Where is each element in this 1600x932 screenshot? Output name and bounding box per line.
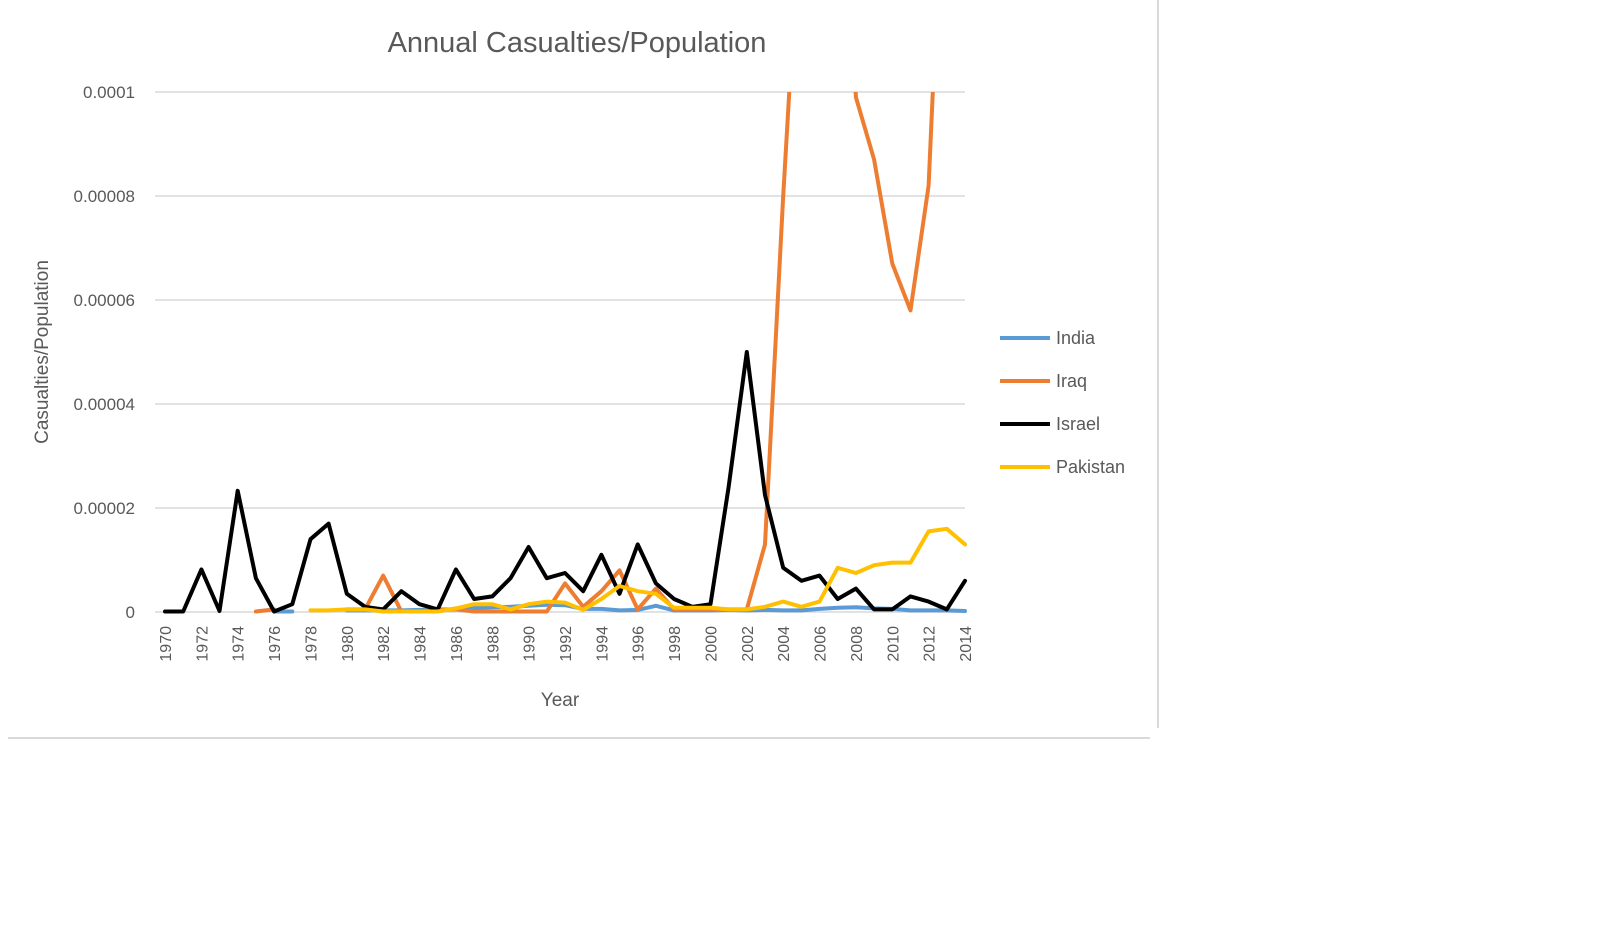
y-axis-ticks: 0 0.00002 0.00004 0.00006 0.00008 0.0001: [74, 83, 135, 622]
x-tick-label: 1970: [158, 626, 175, 662]
x-tick-label: 2010: [885, 626, 902, 662]
x-tick-label: 2008: [849, 626, 866, 662]
x-tick-label: 1992: [558, 626, 575, 662]
series-line-pakistan: [308, 526, 967, 614]
series-lines: [163, 92, 967, 614]
x-axis-label: Year: [541, 690, 580, 711]
y-axis-label: Casualties/Population: [32, 260, 53, 444]
x-tick-label: 2006: [813, 626, 830, 662]
x-tick-label: 1974: [231, 626, 248, 662]
y-tick-label: 0.0001: [83, 83, 135, 102]
x-tick-label: 1990: [522, 626, 539, 662]
x-tick-label: 1998: [667, 626, 684, 662]
chart-area: [0, 0, 1158, 740]
x-tick-label: 1996: [631, 626, 648, 662]
chart-title: Annual Casualties/Population: [388, 27, 767, 59]
x-tick-label: 1978: [303, 626, 320, 662]
x-tick-label: 1972: [194, 626, 211, 662]
y-tick-label: 0.00004: [74, 395, 135, 414]
series-line-israel: [163, 350, 967, 614]
x-tick-label: 1984: [413, 626, 430, 662]
x-tick-label: 2012: [922, 626, 939, 662]
legend-label-pakistan: Pakistan: [1056, 457, 1125, 477]
y-tick-label: 0.00008: [74, 187, 135, 206]
legend: India Iraq Israel Pakistan: [1000, 328, 1125, 477]
x-tick-label: 1994: [594, 626, 611, 662]
chart-border-right: [1157, 0, 1159, 728]
x-tick-label: 1976: [267, 626, 284, 662]
x-tick-label: 1986: [449, 626, 466, 662]
y-tick-label: 0.00002: [74, 499, 135, 518]
legend-label-iraq: Iraq: [1056, 371, 1087, 391]
legend-label-israel: Israel: [1056, 414, 1100, 434]
x-tick-label: 2014: [958, 626, 975, 662]
x-tick-label: 1982: [376, 626, 393, 662]
x-tick-label: 1980: [340, 626, 357, 662]
gridlines: [155, 91, 965, 613]
x-tick-label: 2002: [740, 626, 757, 662]
x-tick-label: 2004: [776, 626, 793, 662]
y-tick-label: 0.00006: [74, 291, 135, 310]
x-tick-label: 1988: [485, 626, 502, 662]
x-axis-ticks: 1970 1972 1974 1976 1978 1980 1982 1984 1986 1988…: [158, 626, 975, 662]
chart-border-bottom: [8, 737, 1150, 739]
legend-label-india: India: [1056, 328, 1096, 348]
x-tick-label: 2000: [703, 626, 720, 662]
y-tick-label: 0: [126, 603, 135, 622]
